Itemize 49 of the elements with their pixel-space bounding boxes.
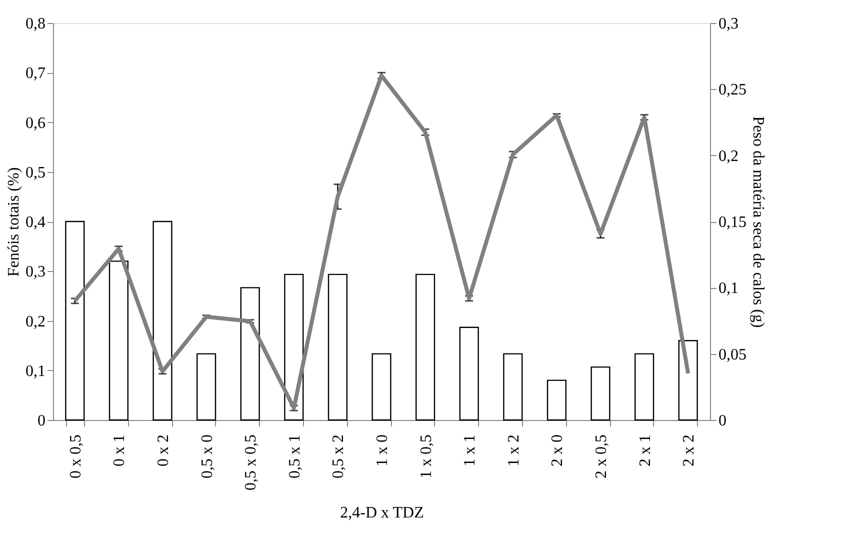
bar [328, 274, 348, 421]
x-tick-label: 2 x 2 [680, 434, 698, 466]
bar [590, 366, 610, 421]
y-tick-label: 0,4 [26, 214, 46, 231]
x-tick-label: 2 x 0 [549, 434, 566, 466]
x-tick-label: 0,5 x 1 [286, 434, 304, 478]
y-tick-label: 0 [38, 412, 46, 430]
x-tick-label: 2 x 0,5 [593, 434, 610, 478]
y-axis-title: Fenóis totais (%) [6, 167, 22, 277]
bar [546, 380, 566, 421]
y-tick-label: 0,3 [26, 264, 46, 281]
bar [634, 353, 654, 421]
x-tick-label: 1 x 1 [462, 434, 479, 466]
bar [678, 340, 698, 421]
y-tick-label: 0,6 [26, 114, 46, 132]
y-tick-label: 0,8 [26, 16, 46, 32]
y-tick-label: 0,2 [26, 313, 46, 330]
y2-tick-label: 0,1 [718, 280, 738, 298]
y2-tick-label: 0,3 [718, 16, 738, 32]
y2-tick-label: 0,15 [718, 214, 746, 231]
y2-axis-title: Peso da matéria seca de calos (g) [750, 116, 766, 328]
bar [372, 353, 392, 421]
x-tick-label: 1 x 2 [505, 434, 522, 466]
y2-tick-label: 0,25 [718, 82, 746, 99]
x-tick-label: 0 x 1 [111, 434, 128, 466]
x-tick-label: 0,5 x 0 [198, 434, 216, 478]
x-tick-label: 2 x 1 [636, 434, 654, 466]
bar [240, 287, 260, 421]
x-tick-label: 1 x 0 [374, 434, 391, 466]
x-tick-label: 0 x 2 [155, 434, 172, 466]
y-tick-label: 0,5 [26, 164, 46, 182]
line-series [72, 74, 690, 410]
bar [459, 326, 479, 421]
bar [108, 260, 128, 421]
x-tick-label: 0,5 x 2 [330, 434, 348, 478]
bar [152, 220, 172, 421]
x-tick-label: 0,5 x 0,5 [242, 434, 260, 490]
y-tick-label: 0,1 [26, 362, 46, 380]
y2-tick-label: 0,2 [718, 148, 738, 165]
x-tick-label: 0 x 0,5 [67, 434, 84, 478]
bar [196, 353, 216, 421]
x-tick-label: 1 x 0,5 [418, 434, 435, 478]
bar [416, 274, 436, 421]
x-axis-title: 2,4-D x TDZ [340, 504, 424, 522]
y2-tick-label: 0,05 [718, 346, 746, 364]
bar [65, 220, 85, 421]
y-tick-label: 0,7 [26, 65, 46, 82]
y2-tick-label: 0 [718, 412, 726, 430]
bar [503, 353, 523, 421]
